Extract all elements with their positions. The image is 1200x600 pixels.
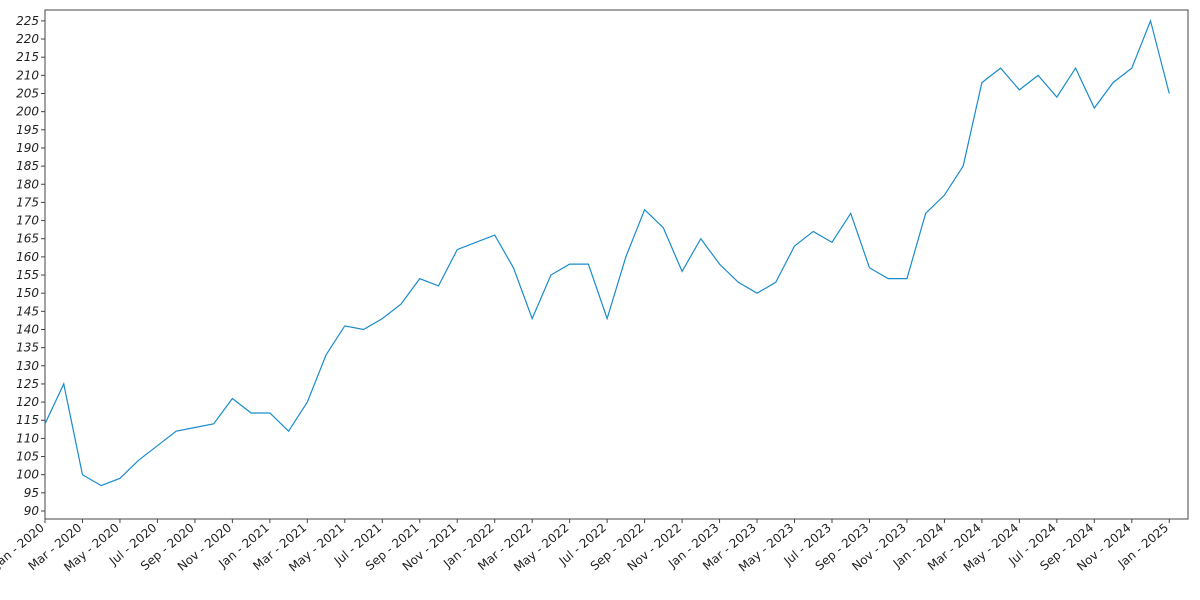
y-tick-label: 220	[16, 32, 39, 46]
y-tick-label: 215	[16, 50, 39, 64]
plot-frame	[44, 9, 1189, 520]
y-tick-label: 150	[16, 286, 39, 300]
y-tick-label: 205	[16, 87, 39, 101]
y-tick-label: 105	[16, 450, 39, 464]
y-tick-label: 95	[24, 486, 39, 500]
y-tick-label: 120	[16, 395, 39, 409]
y-tick-label: 195	[16, 123, 39, 137]
y-tick-label: 160	[16, 250, 39, 264]
y-tick-label: 200	[16, 105, 39, 119]
y-tick-label: 155	[16, 268, 39, 282]
y-tick-label: 90	[24, 504, 40, 518]
y-tick-label: 125	[16, 377, 39, 391]
y-tick-label: 145	[16, 304, 39, 318]
y-tick-label: 175	[16, 195, 39, 209]
y-tick-label: 210	[16, 68, 39, 82]
y-tick-label: 225	[16, 14, 39, 28]
y-tick-label: 115	[16, 413, 39, 427]
y-tick-label: 185	[16, 159, 39, 173]
y-tick-label: 170	[16, 214, 39, 228]
y-tick-label: 100	[16, 468, 39, 482]
y-tick-label: 180	[16, 177, 39, 191]
y-tick-label: 165	[16, 232, 39, 246]
y-tick-label: 130	[16, 359, 39, 373]
y-tick-label: 140	[16, 322, 39, 336]
y-tick-label: 135	[16, 341, 39, 355]
price-line	[44, 18, 1170, 487]
y-tick-label: 110	[16, 431, 39, 445]
y-tick-label: 190	[16, 141, 39, 155]
